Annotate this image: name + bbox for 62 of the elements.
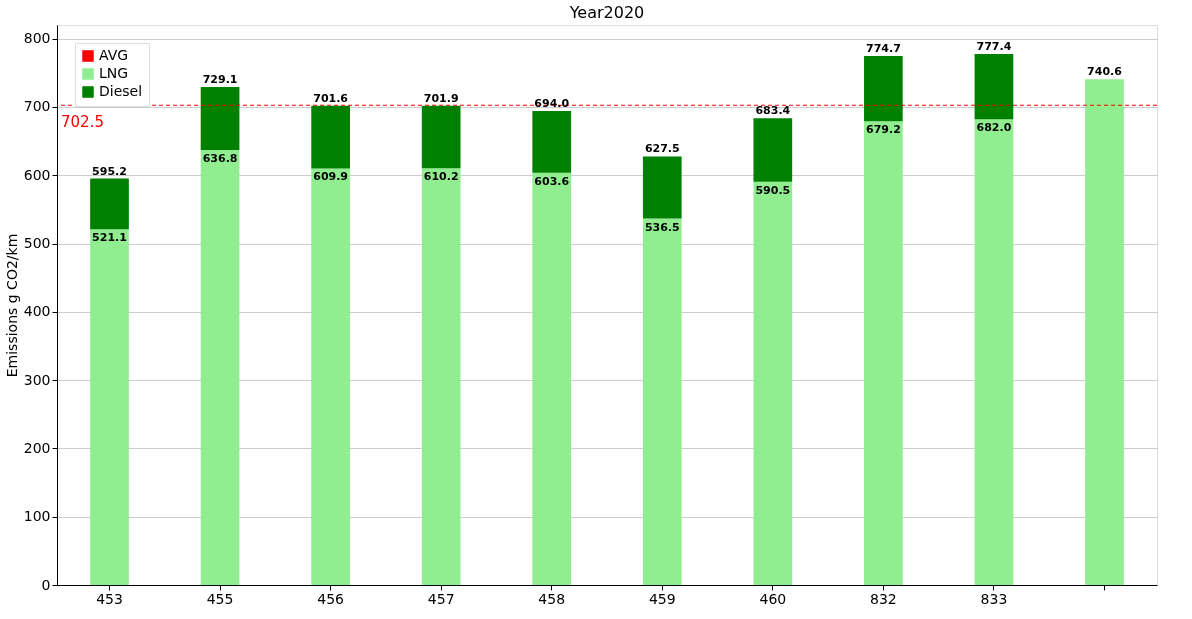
bar [974, 119, 1014, 585]
bar [200, 87, 240, 151]
data-label: 610.2 [423, 170, 459, 184]
y-tick-label: 700 [23, 98, 51, 115]
x-tick-label: 458 [538, 590, 566, 607]
bar [753, 118, 793, 182]
x-tick-label: 460 [759, 590, 787, 607]
x-tick-label: 833 [980, 590, 1008, 607]
x-tick-label: 832 [870, 590, 897, 607]
total-label: 777.4 [976, 40, 1012, 54]
bar [421, 105, 461, 169]
x-tick-label: 453 [96, 590, 123, 607]
y-tick-label: 100 [23, 508, 51, 525]
bar [864, 55, 903, 122]
bar [974, 54, 1014, 120]
data-label: 590.5 [755, 183, 791, 197]
legend-label: Diesel [99, 83, 143, 99]
bar [421, 168, 461, 585]
y-tick-label: 300 [23, 371, 51, 388]
bar [311, 105, 350, 169]
data-label: 609.9 [313, 170, 349, 184]
data-label: 521.1 [92, 231, 127, 245]
total-label: 774.7 [865, 41, 901, 55]
total-label: 701.9 [423, 91, 459, 105]
y-tick-label: 600 [23, 166, 51, 183]
y-tick-label: 0 [41, 576, 51, 593]
x-tick-label: 456 [317, 590, 345, 607]
legend-label: LNG [99, 65, 129, 81]
x-tick-label: 459 [648, 590, 676, 607]
total-label: 694.0 [534, 97, 570, 111]
data-label: 679.2 [865, 123, 901, 137]
legend-label: AVG [99, 47, 129, 63]
bar [1085, 79, 1124, 585]
annotation: 702.5 [61, 113, 104, 132]
total-label: 627.5 [644, 142, 680, 156]
total-label: 595.2 [92, 164, 127, 178]
bar [200, 150, 240, 585]
bar [642, 156, 682, 219]
y-axis-title: Emissions g CO2/km [3, 233, 20, 378]
bar [864, 121, 903, 585]
bar [642, 218, 682, 585]
y-tick-label: 200 [23, 439, 51, 456]
y-tick-label: 400 [23, 303, 51, 320]
y-tick-label: 500 [23, 235, 51, 252]
total-label: 701.6 [313, 91, 349, 105]
bar [532, 111, 572, 173]
data-label: 536.5 [644, 220, 680, 234]
x-tick-label: 457 [427, 590, 455, 607]
data-label: 603.6 [534, 174, 570, 188]
y-tick-label: 800 [23, 30, 51, 47]
bar [532, 172, 572, 585]
bar [753, 181, 793, 585]
data-label: 682.0 [976, 121, 1012, 135]
data-label: 740.6 [1087, 65, 1123, 79]
bar [90, 229, 129, 585]
x-tick-label: 455 [206, 590, 234, 607]
data-label: 636.8 [202, 152, 238, 166]
bar [311, 168, 350, 585]
total-label: 729.1 [202, 73, 238, 87]
chart-title: Year2020 [568, 3, 645, 22]
total-label: 683.4 [755, 104, 791, 118]
bar [90, 178, 129, 230]
